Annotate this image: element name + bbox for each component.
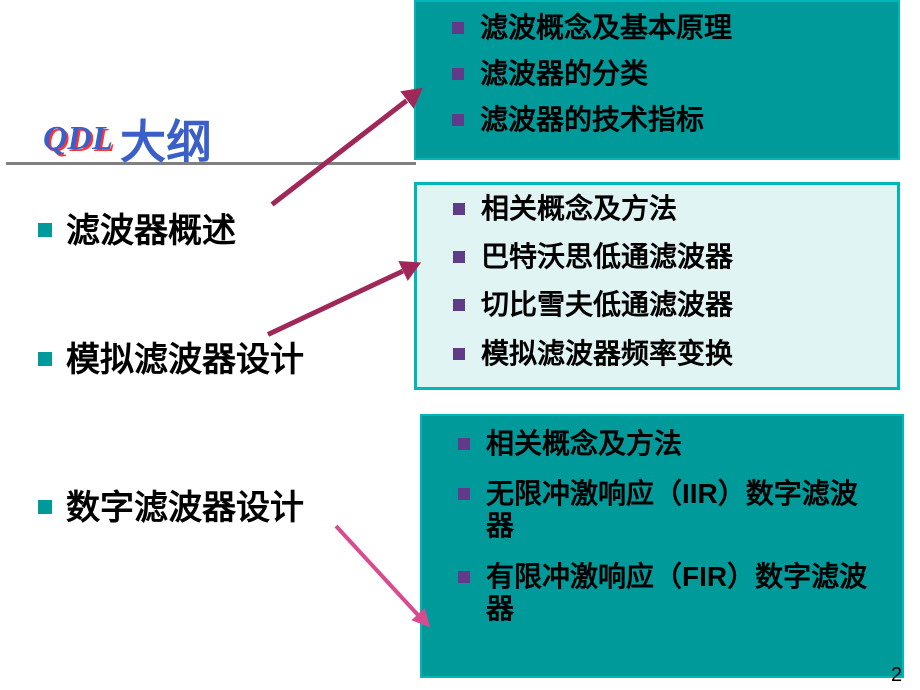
detail-item: 相关概念及方法 xyxy=(458,428,882,460)
bullet-icon xyxy=(458,438,470,450)
arrow-1 xyxy=(267,268,404,336)
detail-item-label: 切比雪夫低通滤波器 xyxy=(481,289,733,321)
arrow-0 xyxy=(270,98,408,206)
outline-item-2: 数字滤波器设计 xyxy=(38,480,304,529)
outline-item-label: 滤波器概述 xyxy=(66,212,236,250)
bullet-icon xyxy=(458,488,470,500)
detail-item-label: 有限冲激响应（FIR）数字滤波器 xyxy=(486,561,882,625)
detail-item: 切比雪夫低通滤波器 xyxy=(453,289,877,321)
detail-box-2: 相关概念及方法无限冲激响应（IIR）数字滤波器有限冲激响应（FIR）数字滤波器 xyxy=(420,414,904,678)
outline-item-1: 模拟滤波器设计 xyxy=(38,332,304,381)
detail-item: 滤波器的技术指标 xyxy=(452,104,878,136)
bullet-icon xyxy=(38,223,52,237)
detail-item-label: 相关概念及方法 xyxy=(481,193,677,225)
outline-item-label: 模拟滤波器设计 xyxy=(66,341,304,379)
bullet-icon xyxy=(453,203,465,215)
detail-item: 无限冲激响应（IIR）数字滤波器 xyxy=(458,478,882,542)
detail-box-1: 相关概念及方法巴特沃思低通滤波器切比雪夫低通滤波器模拟滤波器频率变换 xyxy=(414,182,900,390)
slide: QDL 大纲 滤波器概述模拟滤波器设计数字滤波器设计 滤波概念及基本原理滤波器的… xyxy=(0,0,920,690)
detail-item-label: 滤波概念及基本原理 xyxy=(480,12,732,44)
arrow-2 xyxy=(335,525,420,617)
title-underline xyxy=(6,162,416,165)
detail-item-label: 滤波器的分类 xyxy=(480,58,648,90)
detail-item-label: 相关概念及方法 xyxy=(486,428,682,460)
detail-item: 相关概念及方法 xyxy=(453,193,877,225)
bullet-icon xyxy=(458,571,470,583)
detail-item-label: 模拟滤波器频率变换 xyxy=(481,338,733,370)
bullet-icon xyxy=(38,500,52,514)
detail-box-0: 滤波概念及基本原理滤波器的分类滤波器的技术指标 xyxy=(414,0,900,160)
detail-item: 模拟滤波器频率变换 xyxy=(453,338,877,370)
bullet-icon xyxy=(38,352,52,366)
bullet-icon xyxy=(453,299,465,311)
detail-item: 巴特沃思低通滤波器 xyxy=(453,241,877,273)
bullet-icon xyxy=(452,68,464,80)
detail-item: 滤波概念及基本原理 xyxy=(452,12,878,44)
detail-item-label: 巴特沃思低通滤波器 xyxy=(481,241,733,273)
detail-item-label: 无限冲激响应（IIR）数字滤波器 xyxy=(486,478,882,542)
detail-item: 滤波器的分类 xyxy=(452,58,878,90)
bullet-icon xyxy=(453,251,465,263)
detail-item-label: 滤波器的技术指标 xyxy=(480,104,704,136)
bullet-icon xyxy=(452,22,464,34)
detail-item: 有限冲激响应（FIR）数字滤波器 xyxy=(458,561,882,625)
logo-text: QDL xyxy=(43,120,113,158)
bullet-icon xyxy=(453,348,465,360)
bullet-icon xyxy=(452,114,464,126)
outline-item-label: 数字滤波器设计 xyxy=(66,489,304,527)
page-number: 2 xyxy=(891,664,902,687)
outline-item-0: 滤波器概述 xyxy=(38,203,236,252)
